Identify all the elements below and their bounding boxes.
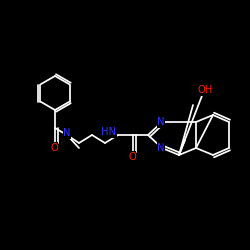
Text: O: O — [128, 152, 136, 162]
Text: OH: OH — [198, 85, 212, 95]
Text: N: N — [157, 117, 165, 127]
Text: O: O — [50, 143, 58, 153]
Text: N: N — [63, 128, 71, 138]
Text: HN: HN — [101, 127, 116, 137]
Text: N: N — [157, 143, 165, 153]
